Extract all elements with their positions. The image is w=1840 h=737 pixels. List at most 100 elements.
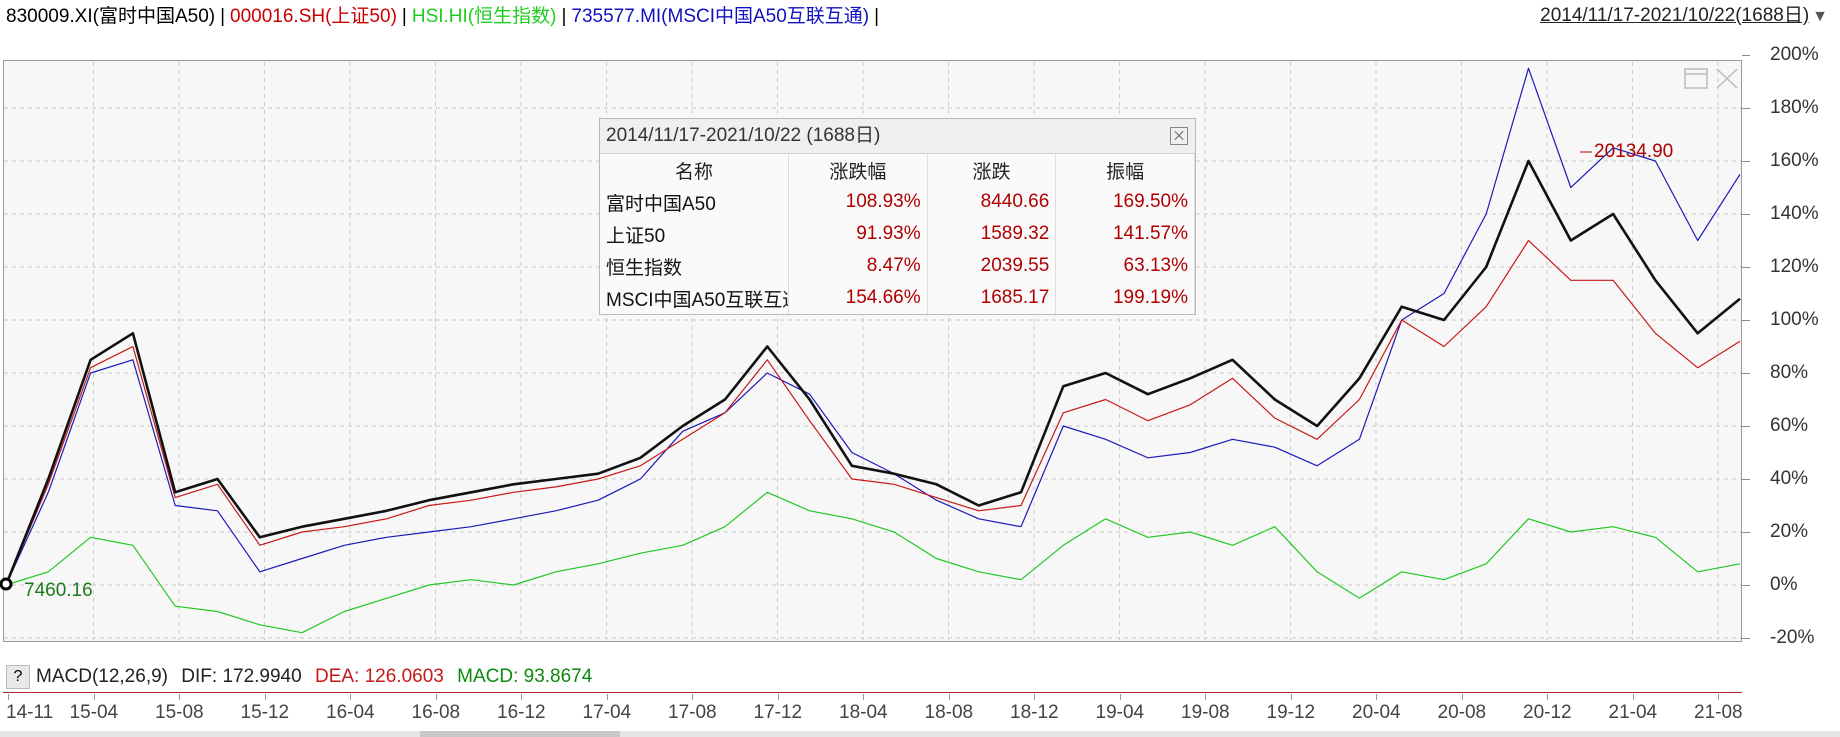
y-tick-label: 80% [1770,362,1809,383]
x-tick-mark [93,694,95,700]
popup-title: 2014/11/17-2021/10/22 (1688日) [600,119,1195,154]
y-tick-mark [1742,55,1750,56]
x-tick-label: 19-08 [1181,702,1230,723]
macd-label[interactable]: MACD(12,26,9) [36,666,168,687]
x-tick-label: 16-12 [497,702,546,723]
table-row[interactable]: MSCI中国A50互联互通 154.66% 1685.17 199.19% [600,282,1195,314]
table-row[interactable]: 富时中国A50 108.93% 8440.66 169.50% [600,186,1195,218]
x-tick-label: 19-12 [1266,702,1316,723]
y-tick-mark [1742,373,1750,374]
row-name: 富时中国A50 [600,186,789,218]
x-axis: 14-11 15-04 15-08 15-12 16-04 16-08 16-12 17-04… [0,694,1840,732]
row-name: MSCI中国A50互联互通 [600,282,789,314]
x-tick-label: 16-08 [411,702,461,723]
y-tick-mark [1742,426,1750,427]
x-tick-mark [1034,694,1035,700]
stats-table: 名称 涨跌幅 涨跌 振幅 富时中国A50 108.93% 8440.66 169… [600,154,1195,314]
series-lines [4,67,1741,634]
macd-value: MACD: 93.8674 [457,666,593,687]
x-tick-label: 15-08 [155,702,204,723]
legend-item-sz50[interactable]: 000016.SH(上证50) [230,6,397,27]
x-tick-mark [264,694,266,700]
legend-item-a50[interactable]: 830009.XI(富时中国A50) [6,6,216,27]
x-tick-label: 21-04 [1608,702,1658,723]
series-line-3[interactable] [5,67,1741,586]
row-name: 恒生指数 [600,250,789,282]
x-tick-label: 18-12 [1010,702,1059,723]
chart-header: 830009.XI(富时中国A50) | 000016.SH(上证50) | HSI.H… [0,0,1840,34]
x-tick-label: 20-08 [1437,702,1487,723]
y-tick-label: 20% [1770,521,1809,542]
range-stats-popup[interactable]: 2014/11/17-2021/10/22 (1688日) 名称 涨跌幅 涨跌 … [599,118,1196,315]
col-header-amp: 振幅 [1055,154,1195,186]
row-amp: 169.50% [1055,186,1195,218]
table-header-row: 名称 涨跌幅 涨跌 振幅 [600,154,1195,186]
row-pct: 8.47% [788,250,928,282]
y-tick-label: 200% [1770,44,1819,65]
y-tick-mark [1742,479,1750,480]
col-header-name: 名称 [600,154,789,186]
y-tick-label: 120% [1770,256,1819,277]
dropdown-arrow-icon[interactable]: ▼ [1812,8,1828,25]
date-range-selector[interactable]: 2014/11/17-2021/10/22(1688日) ▼ [1540,5,1828,28]
x-tick-label: 20-04 [1352,702,1401,723]
x-tick-mark [521,694,522,700]
popup-close-icon[interactable] [1170,127,1188,145]
x-tick-mark [179,694,180,700]
x-tick-mark [1547,694,1548,700]
legend-separator: | [220,6,226,27]
series-legend: 830009.XI(富时中国A50) | 000016.SH(上证50) | HSI.H… [6,6,884,28]
horizontal-scrollbar[interactable] [0,731,1840,737]
row-name: 上证50 [600,218,789,250]
row-pct: 154.66% [788,282,928,314]
x-tick-mark [1205,694,1206,700]
table-row[interactable]: 上证50 91.93% 1589.32 141.57% [600,218,1195,250]
row-chg: 1685.17 [927,282,1057,314]
y-tick-label: 160% [1770,150,1819,171]
x-tick-label: 15-04 [69,702,119,723]
legend-separator: | [561,6,567,27]
macd-dea: DEA: 126.0603 [314,666,444,687]
x-tick-mark [692,694,693,700]
x-tick-mark [1718,694,1719,700]
y-tick-mark [1742,585,1750,586]
close-icon[interactable] [1716,68,1738,89]
x-tick-mark [1376,694,1377,700]
series-line-2[interactable] [5,491,1741,634]
legend-item-msci[interactable]: 735577.MI(MSCI中国A50互联互通) [571,6,870,27]
table-row[interactable]: 恒生指数 8.47% 2039.55 63.13% [600,250,1195,282]
y-tick-label: 40% [1770,468,1809,489]
row-chg: 2039.55 [927,250,1057,282]
series-line-0[interactable] [4,159,1741,586]
x-tick-label: 19-04 [1095,702,1145,723]
x-tick-label: 17-08 [668,702,717,723]
x-tick-mark [863,694,864,700]
y-tick-mark [1742,214,1750,215]
y-tick-label: 180% [1770,97,1819,118]
y-tick-mark [1742,320,1750,321]
legend-item-hsi[interactable]: HSI.HI(恒生指数) [411,6,557,27]
x-tick-label: 17-12 [753,702,803,723]
scrollbar-thumb[interactable] [420,731,620,737]
row-amp: 141.57% [1055,218,1195,250]
y-tick-mark [1742,638,1750,639]
row-amp: 63.13% [1055,250,1195,282]
row-pct: 108.93% [788,186,928,218]
x-tick-mark [1632,694,1634,700]
x-tick-label: 14-11 [6,702,54,723]
x-tick-mark [1119,694,1121,700]
date-range-label[interactable]: 2014/11/17-2021/10/22(1688日) [1540,5,1810,26]
row-amp: 199.19% [1055,282,1195,314]
y-tick-label: 140% [1770,203,1819,224]
x-tick-label: 15-12 [240,702,290,723]
x-tick-label: 18-04 [839,702,888,723]
end-value-label: 20134.90 [1594,141,1674,162]
y-tick-label: -20% [1770,627,1815,648]
start-value-label: 7460.16 [24,580,93,601]
row-chg: 1589.32 [927,218,1057,250]
restore-icon[interactable] [1684,68,1708,89]
help-icon[interactable]: ? [6,664,30,689]
series-line-1[interactable] [5,239,1741,586]
grid-lines [4,62,1741,640]
